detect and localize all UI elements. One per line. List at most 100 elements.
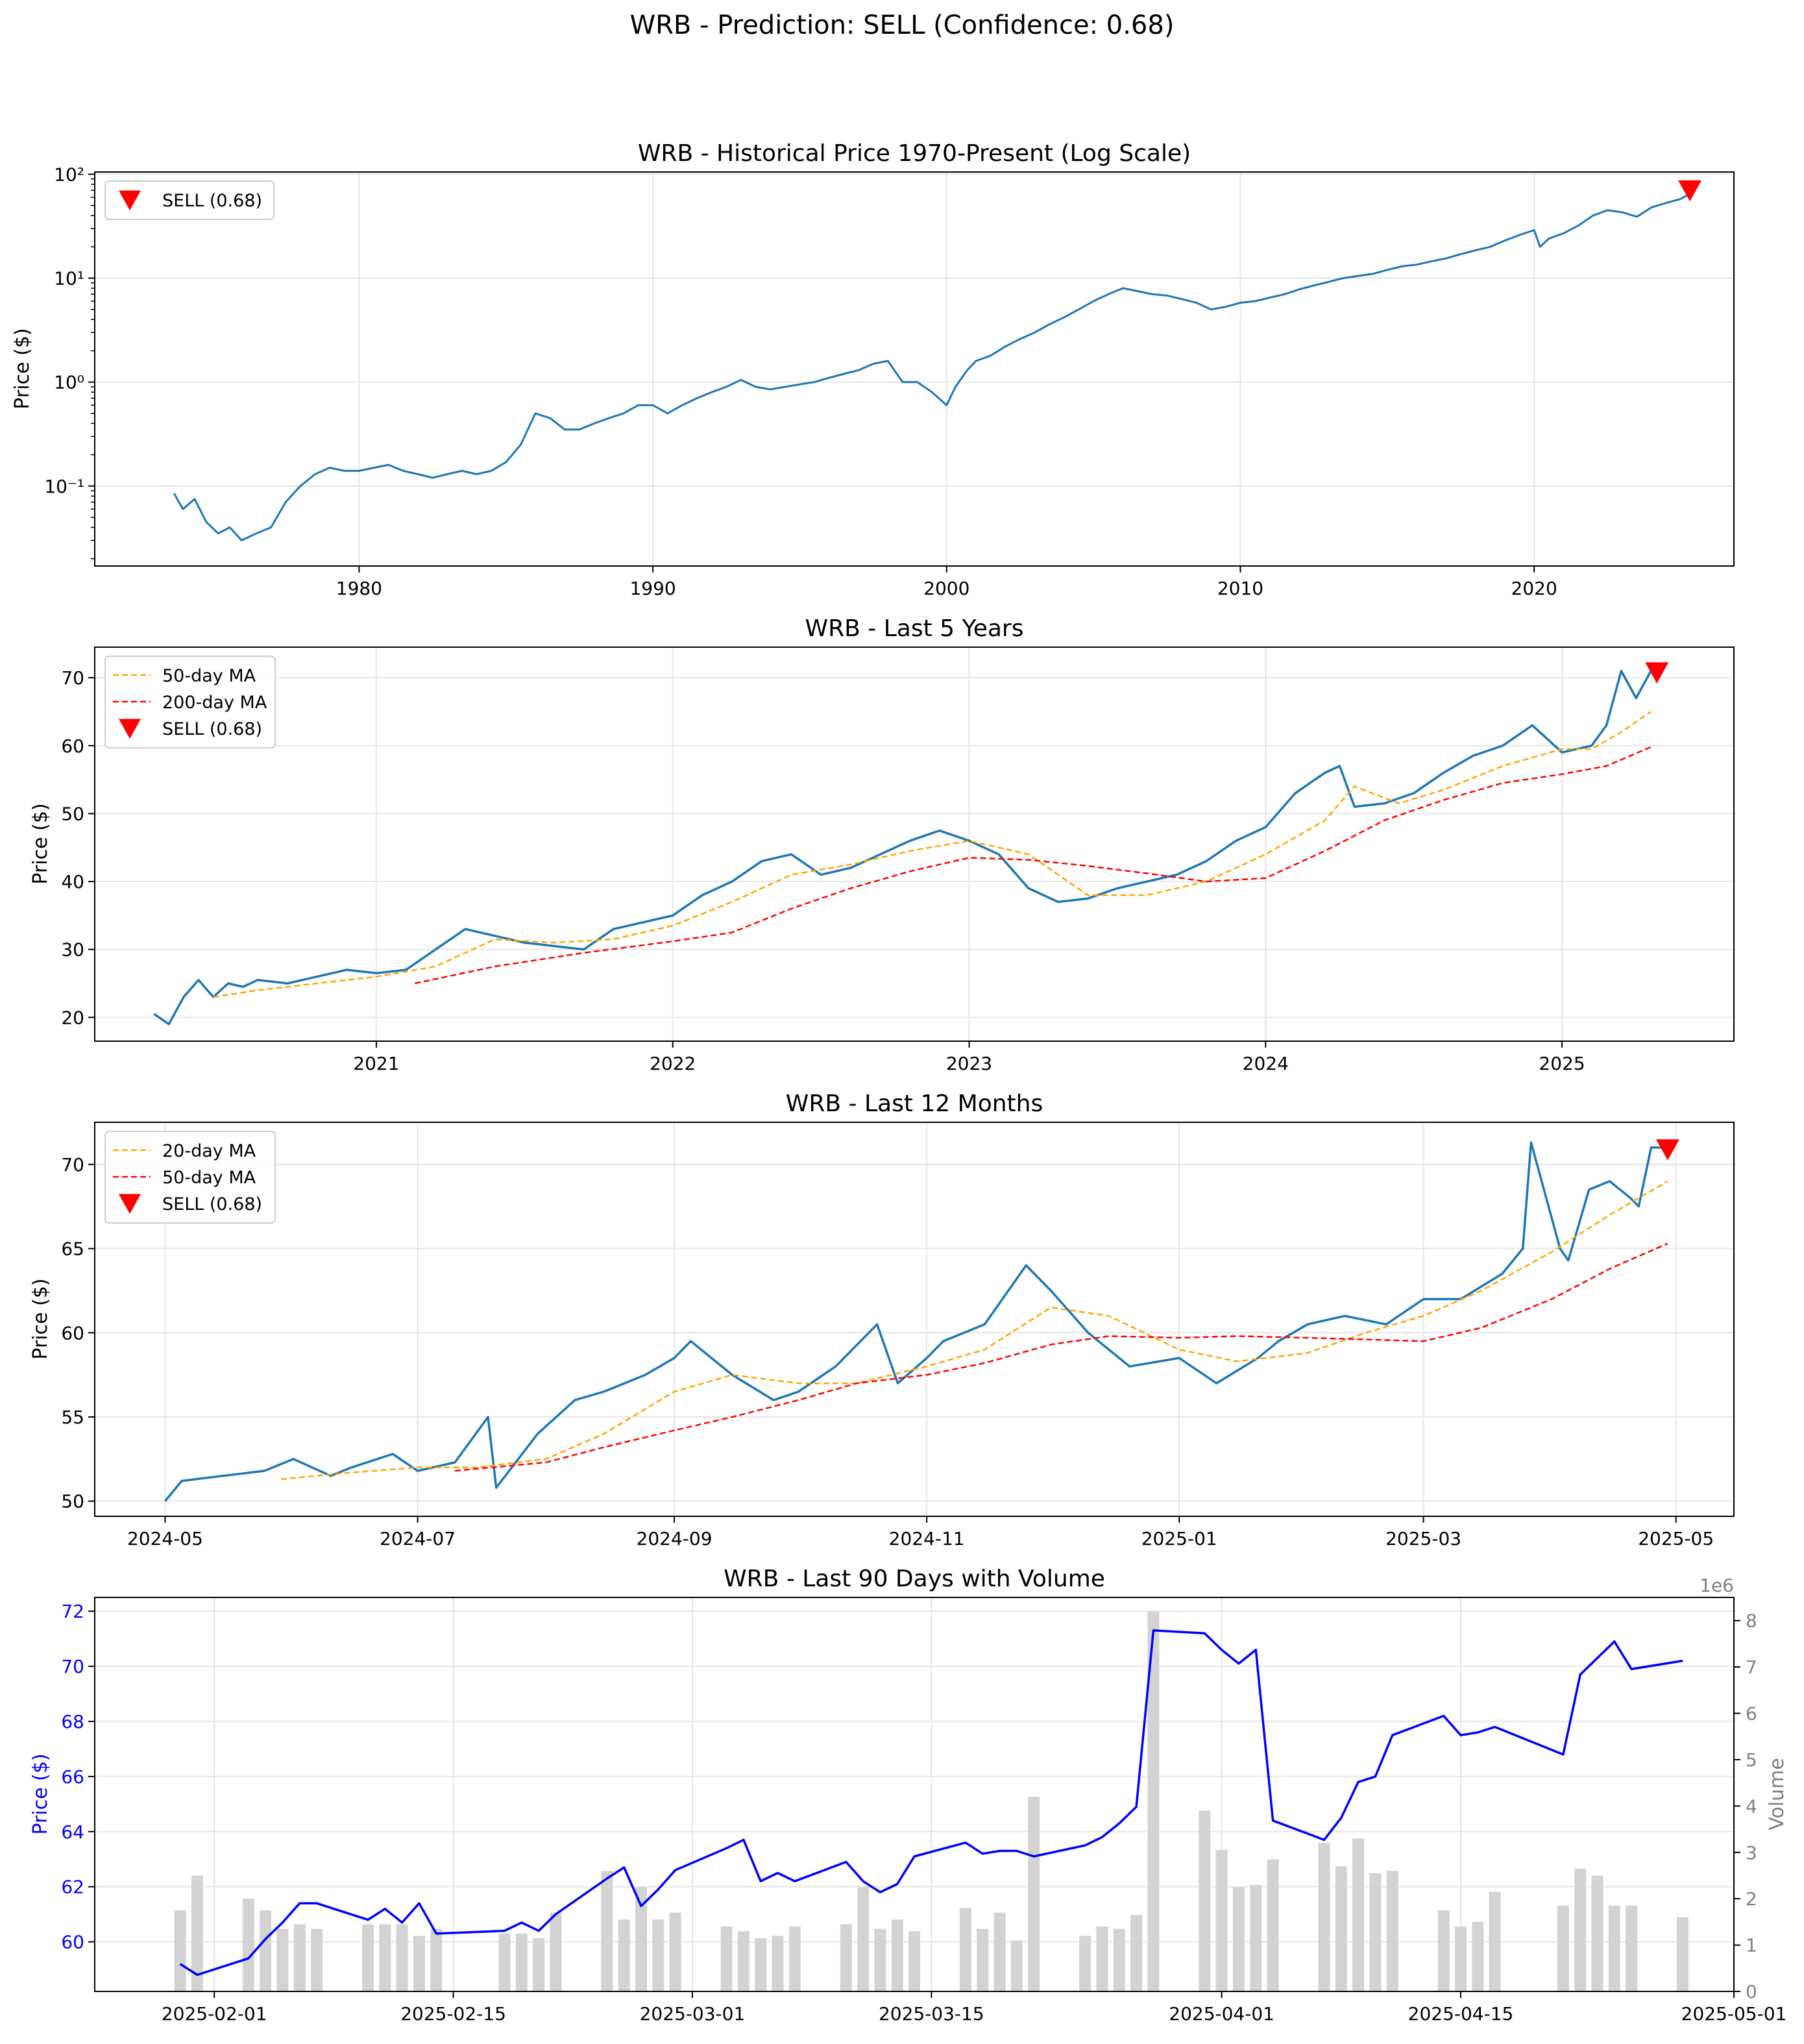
y-tick-label: 66 [61, 1766, 84, 1788]
panel-ninety-days-y2label: Volume [1766, 1758, 1788, 1830]
volume-bar [908, 1931, 920, 1991]
volume-bar [1386, 1871, 1398, 1991]
panel-five-years-ylabel: Price ($) [29, 803, 52, 884]
volume-bar [1335, 1866, 1347, 1991]
volume-bar [1130, 1915, 1143, 1991]
panel-twelve-months: WRB - Last 12 Months Price ($) 2024-05 20… [29, 1090, 1735, 1549]
x-tick-label: 2025-01 [1141, 1528, 1217, 1549]
x-tick-label: 2025-02-01 [162, 2003, 267, 2025]
y-tick-label: 10⁻¹ [44, 476, 84, 497]
x-tick-label: 2010 [1217, 578, 1263, 599]
volume-bar [788, 1927, 801, 1991]
y-tick-label: 10⁰ [54, 372, 84, 393]
panel-historical-ylabel: Price ($) [11, 328, 34, 409]
sell-marker [1655, 1139, 1679, 1161]
panel-historical-grid [95, 172, 1734, 566]
y-tick-label: 30 [61, 939, 84, 961]
volume-bar [1489, 1891, 1501, 1991]
volume-bar [1352, 1838, 1365, 1991]
volume-bar [601, 1871, 613, 1991]
y2-tick-label: 6 [1746, 1703, 1757, 1725]
volume-bar [874, 1928, 886, 1991]
volume-bar [430, 1928, 443, 1991]
y-tick-label: 60 [61, 1932, 84, 1953]
y2-tick-label: 2 [1746, 1888, 1757, 1910]
y-tick-label: 60 [61, 1322, 84, 1344]
x-tick-label: 2025-05-01 [1681, 2003, 1787, 2025]
x-tick-label: 2025-03-15 [879, 2003, 984, 2025]
y2-tick-label: 0 [1746, 1981, 1757, 2002]
legend-label: SELL (0.68) [162, 191, 262, 211]
volume-bar [1147, 1611, 1160, 1991]
volume-bar [1267, 1859, 1279, 1991]
panel-twelve-months-ylabel: Price ($) [29, 1278, 52, 1359]
ma-short-line [213, 711, 1652, 998]
volume-bar [1250, 1884, 1262, 1991]
volume-bar [959, 1908, 971, 1991]
price-line [173, 193, 1690, 541]
panel-ninety-days-frame [94, 1597, 1735, 1992]
volume-bar [1028, 1797, 1040, 1991]
sell-marker [1645, 662, 1669, 683]
panel-five-years-series [153, 662, 1669, 1026]
panel-five-years-grid [95, 647, 1734, 1041]
y-tick-label: 72 [61, 1601, 84, 1622]
volume-bar [720, 1927, 733, 1991]
y-tick-label: 40 [61, 871, 84, 893]
volume-bar [533, 1938, 545, 1991]
volume-bar [242, 1899, 254, 1991]
panel-ninety-days: WRB - Last 90 Days with Volume Price ($)… [29, 1566, 1788, 2025]
price-line [153, 669, 1652, 1026]
x-tick-label: 2025-02-15 [400, 2003, 506, 2025]
legend-marker-icon [119, 190, 141, 211]
volume-bar [379, 1924, 391, 1991]
volume-bar [191, 1875, 203, 1991]
panel-ninety-days-title: WRB - Last 90 Days with Volume [724, 1566, 1105, 1592]
y2-tick-label: 5 [1746, 1749, 1757, 1771]
y-tick-label: 70 [61, 1154, 84, 1176]
panel-historical-legend: SELL (0.68) [104, 180, 274, 220]
volume-bar [1215, 1850, 1228, 1991]
y-tick-label: 55 [61, 1407, 84, 1428]
volume-bar [1232, 1887, 1245, 1991]
panel-twelve-months-legend: 20-day MA 50-day MA SELL (0.68) [104, 1131, 276, 1224]
ma-long-line [415, 746, 1652, 985]
panel-historical: WRB - Historical Price 1970-Present (Log… [11, 140, 1735, 599]
panel-historical-frame [94, 171, 1735, 567]
volume-bar [1608, 1905, 1620, 1991]
volume-bar [1199, 1810, 1211, 1991]
volume-bar [669, 1912, 681, 1991]
y2-tick-label: 7 [1746, 1656, 1757, 1678]
y-tick-label: 20 [61, 1007, 84, 1028]
volume-bar [260, 1910, 272, 1991]
volume-bar [174, 1910, 186, 1991]
legend-label: 20-day MA [162, 1141, 256, 1161]
panel-five-years-title: WRB - Last 5 Years [805, 615, 1024, 642]
panel-twelve-months-series [164, 1139, 1679, 1502]
panel-five-years-frame [94, 646, 1735, 1042]
x-tick-label: 2024-11 [889, 1528, 965, 1549]
volume-bar [1677, 1917, 1689, 1991]
volume-bar [1626, 1905, 1638, 1991]
panel-twelve-months-grid [95, 1122, 1734, 1516]
price-line [164, 1141, 1668, 1502]
volume-bar [618, 1919, 630, 1991]
volume-bar [840, 1924, 852, 1991]
volume-bar [857, 1887, 870, 1991]
ma-short-line [280, 1180, 1668, 1481]
x-tick-label: 2025-05 [1638, 1528, 1714, 1549]
y-tick-label: 65 [61, 1238, 84, 1260]
ma-long-line [454, 1242, 1668, 1472]
y-tick-label: 68 [61, 1711, 84, 1732]
panel-historical-series [173, 180, 1702, 541]
volume-bar [362, 1924, 374, 1991]
volume-bar [1591, 1875, 1603, 1991]
panel-historical-ticks: 1980 1990 2000 2010 2020 10⁻¹ 10⁰ 10¹ 10² [44, 164, 1557, 599]
figure-suptitle: WRB - Prediction: SELL (Confidence: 0.68… [630, 10, 1175, 40]
volume-bar [1369, 1873, 1382, 1991]
legend-marker-icon [119, 719, 141, 739]
volume-bar [1079, 1936, 1091, 1991]
panel-five-years-ticks: 2021 2022 2023 2024 2025 20 30 40 50 60 70 [61, 667, 1585, 1074]
